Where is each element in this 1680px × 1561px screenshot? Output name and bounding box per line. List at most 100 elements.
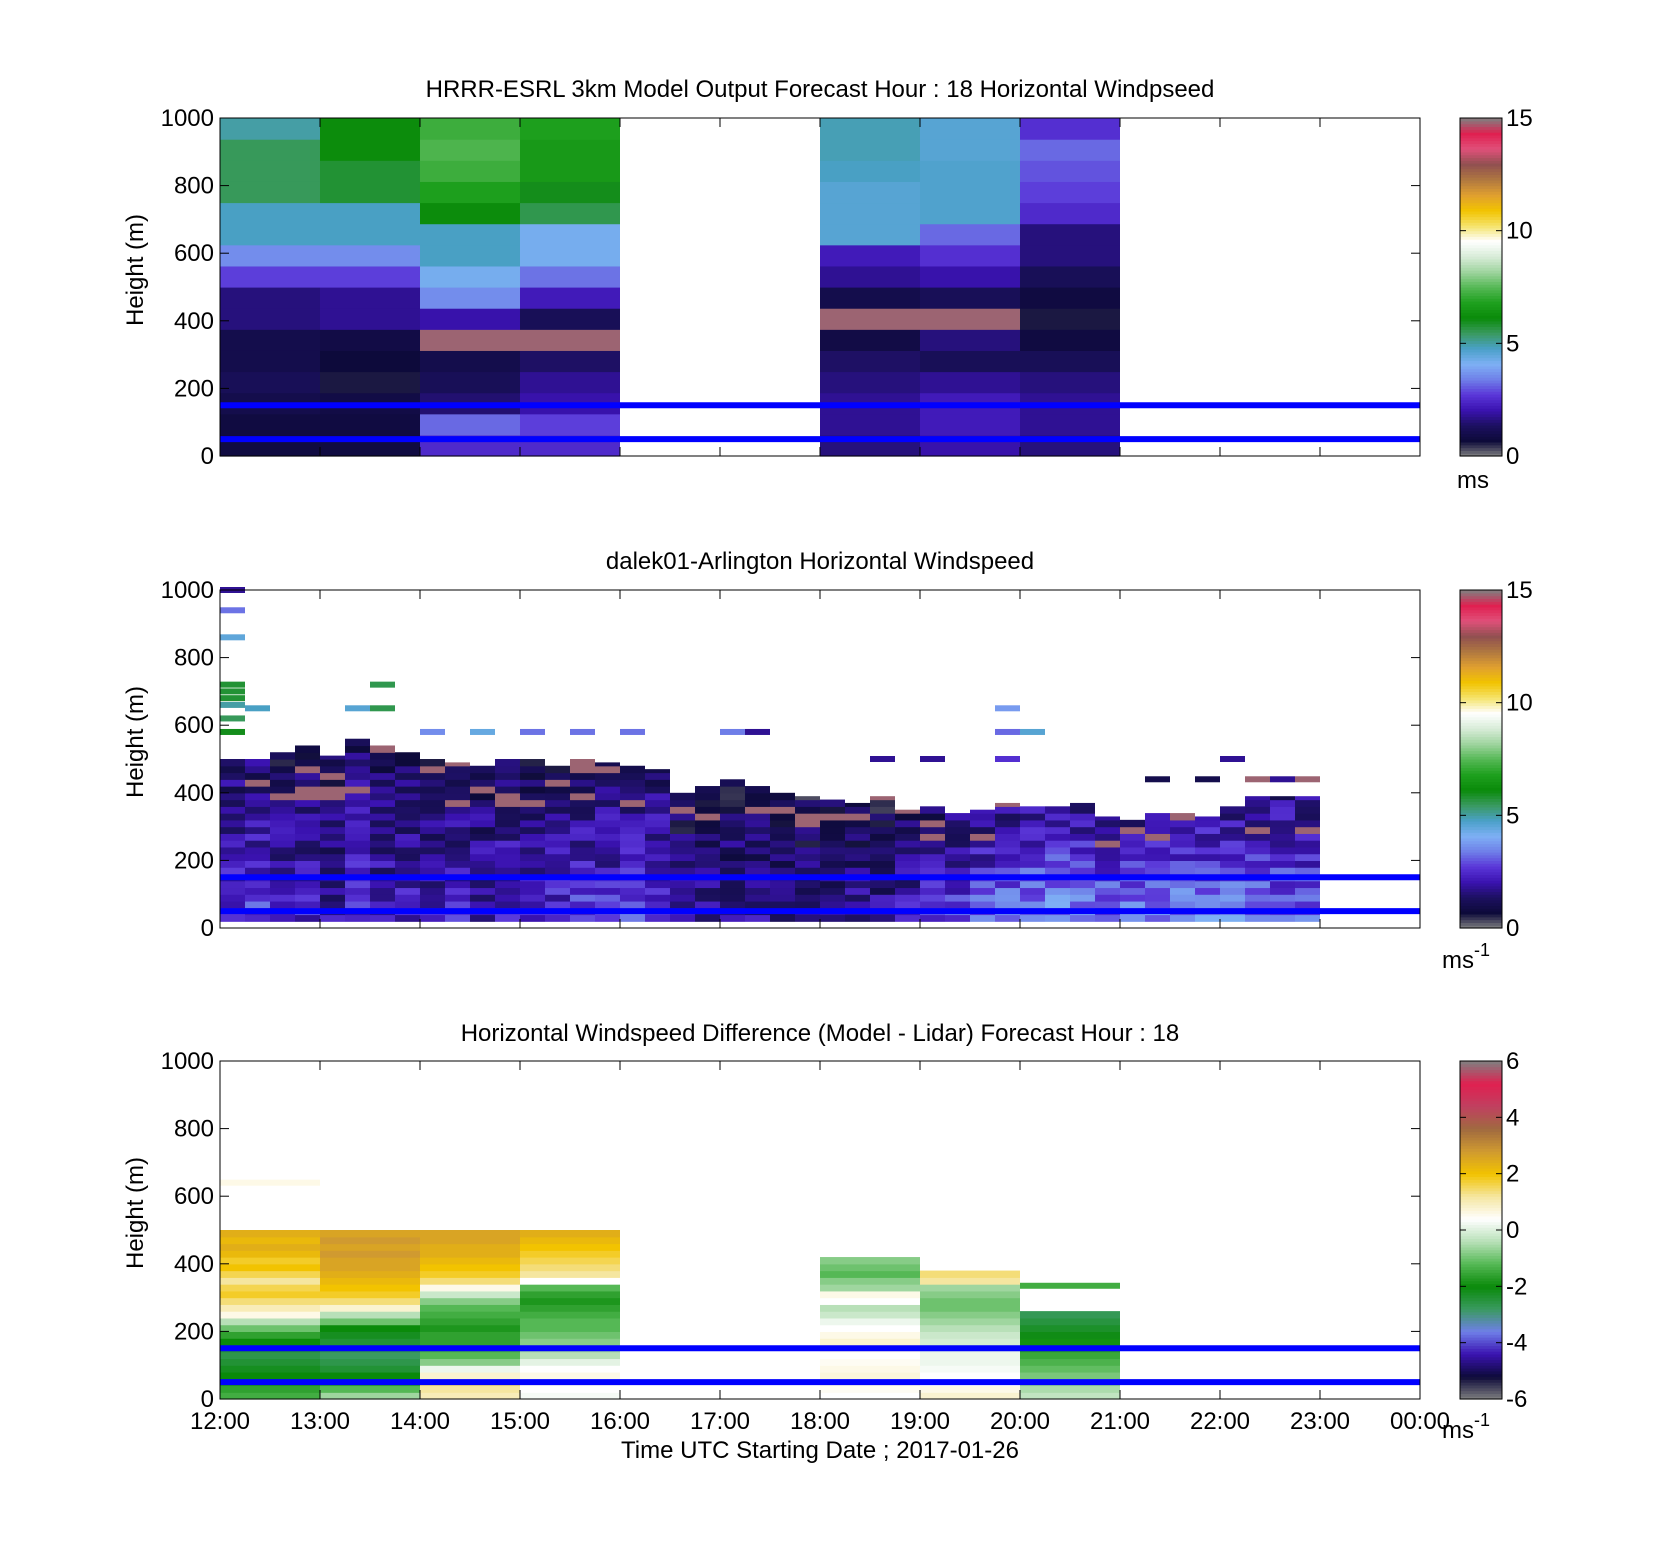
lidar-cell <box>745 880 770 889</box>
heatmap-cell <box>920 1277 1020 1285</box>
lidar-cell <box>1020 914 1045 922</box>
heatmap-cell <box>1020 1385 1120 1393</box>
lidar-cell <box>1220 867 1245 875</box>
heatmap-cell <box>520 1277 620 1285</box>
heatmap-cell <box>1020 265 1120 288</box>
heatmap-cell <box>820 371 920 394</box>
lidar-cell <box>770 867 795 875</box>
x-tick-label: 17:00 <box>690 1408 750 1435</box>
heatmap-cell <box>1020 118 1120 140</box>
lidar-cell <box>570 799 595 807</box>
colorbar-segment <box>1460 126 1502 130</box>
lidar-cell <box>1020 860 1045 868</box>
heatmap-cell <box>520 413 620 436</box>
lidar-cell <box>720 914 745 922</box>
lidar-cell <box>495 853 520 861</box>
heatmap-cell <box>820 1385 920 1393</box>
heatmap-cell <box>420 160 520 182</box>
colorbar-segment <box>1460 1289 1502 1293</box>
lidar-cell <box>670 900 695 909</box>
heatmap-cell <box>320 244 420 267</box>
colorbar-frame <box>1459 117 1503 457</box>
y-tick-label: 400 <box>174 780 214 807</box>
lidar-cell <box>1045 806 1070 814</box>
colorbar-segment <box>1460 194 1502 198</box>
colorbar-segment <box>1460 1396 1502 1400</box>
lidar-cell <box>245 860 270 868</box>
colorbar-segment <box>1460 275 1502 280</box>
lidar-cell <box>845 880 870 889</box>
colorbar-segment <box>1460 770 1502 774</box>
lidar-cell <box>1245 840 1270 848</box>
colorbar-segment <box>1460 677 1502 681</box>
lidar-cell <box>545 779 570 787</box>
lidar-cell <box>895 833 920 841</box>
colorbar-segment <box>1460 1249 1502 1254</box>
heatmap-cell <box>320 1324 420 1332</box>
colorbar-segment <box>1460 728 1502 732</box>
lidar-cell <box>845 846 870 855</box>
lidar-cell <box>470 779 495 787</box>
lidar-cell <box>720 840 745 848</box>
heatmap-cell <box>820 265 920 288</box>
colorbar-segment <box>1460 399 1502 404</box>
lidar-cell <box>645 813 670 821</box>
lidar-cell <box>270 813 295 821</box>
lidar-cell <box>345 779 370 787</box>
lidar-cell <box>670 792 695 801</box>
colorbar-segment <box>1460 205 1502 209</box>
colorbar-segment <box>1460 747 1502 752</box>
colorbar-segment <box>1460 919 1502 923</box>
lidar-cell <box>995 887 1020 895</box>
colorbar-segment <box>1460 1235 1502 1240</box>
heatmap-cell <box>320 1317 420 1326</box>
lidar-cell <box>670 806 695 814</box>
lidar-cell <box>795 887 820 895</box>
colorbar-segment <box>1460 250 1502 254</box>
lidar-cell <box>545 900 570 909</box>
lidar-cell <box>1270 799 1295 807</box>
colorbar-segment <box>1460 132 1502 136</box>
lidar-segment <box>420 728 445 735</box>
lidar-cell <box>745 786 770 794</box>
lidar-cell <box>945 826 970 834</box>
lidar-cell <box>420 846 445 855</box>
lidar-cell <box>1020 833 1045 841</box>
lidar-cell <box>520 846 545 855</box>
lidar-cell <box>695 840 720 848</box>
colorbar-segment <box>1460 1393 1502 1397</box>
lidar-cell <box>295 786 320 794</box>
lidar-cell <box>570 860 595 868</box>
lidar-cell <box>320 786 345 794</box>
lidar-cell <box>620 867 645 875</box>
lidar-cell <box>645 779 670 787</box>
lidar-cell <box>1145 900 1170 909</box>
lidar-cell <box>995 853 1020 861</box>
colorbar-segment <box>1460 809 1502 814</box>
lidar-segment <box>220 695 245 702</box>
lidar-cell <box>370 840 395 848</box>
heatmap-cell <box>220 1270 320 1278</box>
colorbar-segment <box>1460 1221 1502 1225</box>
colorbar-segment <box>1460 1331 1502 1335</box>
colorbar-segment <box>1460 632 1502 636</box>
lidar-cell <box>470 813 495 821</box>
y-tick-label: 600 <box>174 712 214 739</box>
lidar-cell <box>570 894 595 902</box>
lidar-cell <box>870 880 895 889</box>
y-tick-label: 1000 <box>161 577 214 604</box>
lidar-cell <box>395 826 420 834</box>
lidar-cell <box>545 880 570 889</box>
lidar-cell <box>1095 860 1120 868</box>
lidar-cell <box>545 765 570 774</box>
colorbar-segment <box>1460 911 1502 915</box>
lidar-cell <box>470 792 495 801</box>
lidar-cell <box>970 840 995 848</box>
heatmap-cell <box>220 1290 320 1299</box>
colorbar-segment <box>1460 1334 1502 1338</box>
lidar-cell <box>245 853 270 861</box>
colorbar-segment <box>1460 1277 1502 1282</box>
lidar-cell <box>295 759 320 767</box>
lidar-cell <box>220 826 245 834</box>
heatmap-cell <box>820 244 920 267</box>
